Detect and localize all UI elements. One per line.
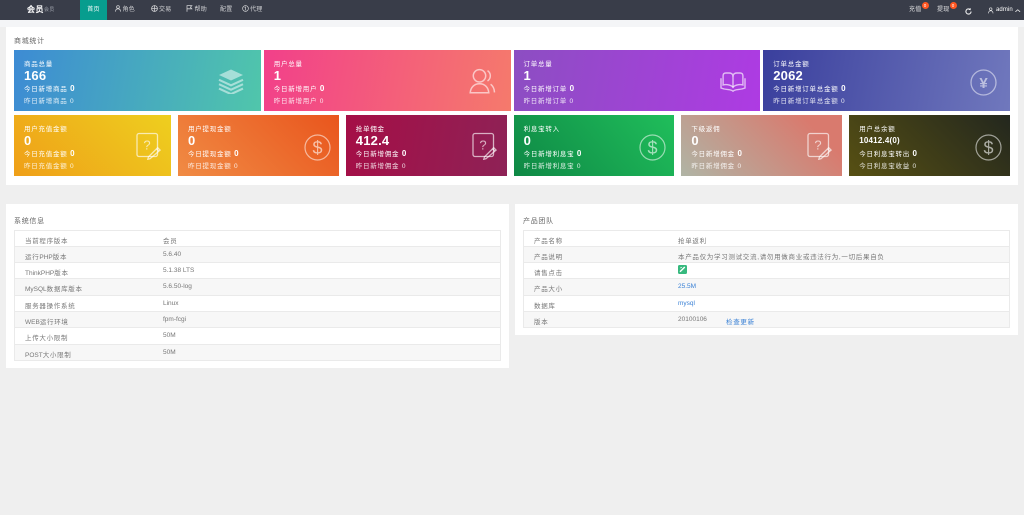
svg-text:?: ? [479,138,486,153]
svg-text:$: $ [983,138,993,158]
svg-text:?: ? [143,138,150,153]
svg-text:$: $ [312,138,322,158]
svg-text:$: $ [648,138,658,158]
svg-text:?: ? [815,138,822,153]
svg-text:¥: ¥ [979,75,988,92]
